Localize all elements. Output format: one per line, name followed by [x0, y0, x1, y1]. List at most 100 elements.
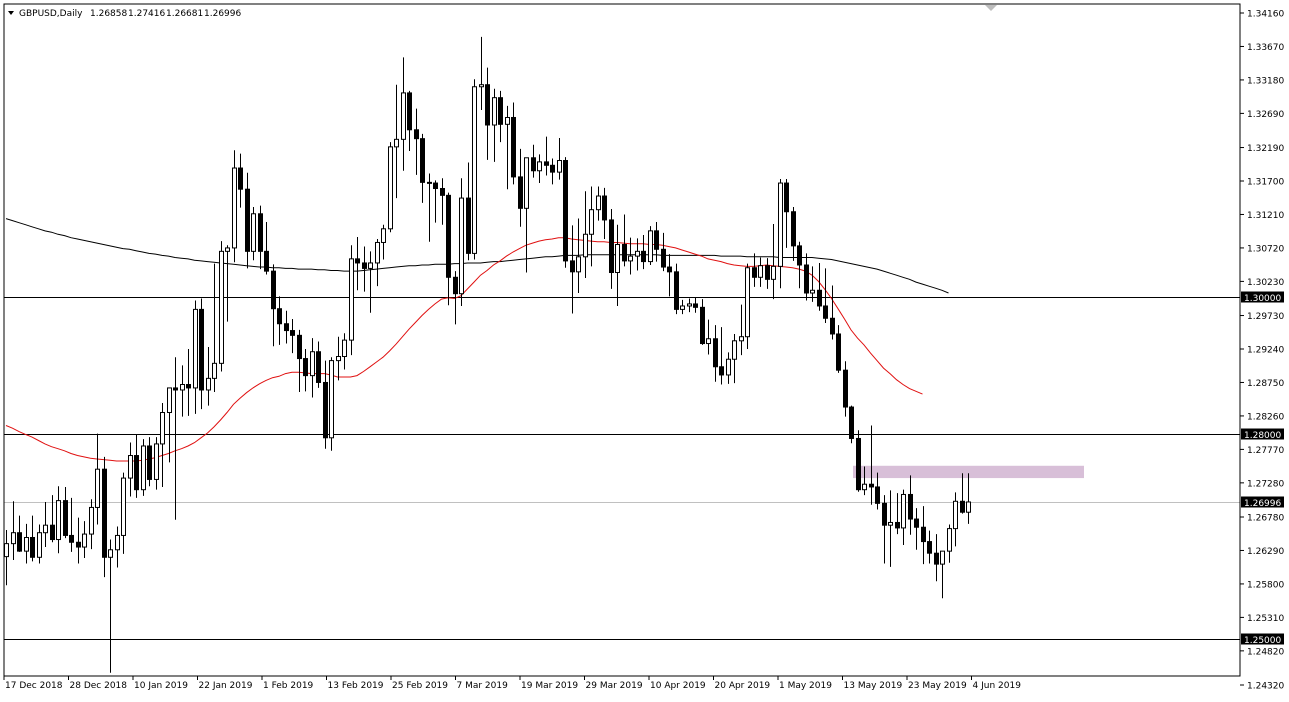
bullish-candle[interactable]: [43, 501, 48, 548]
bullish-candle[interactable]: [459, 178, 464, 306]
bullish-candle[interactable]: [615, 224, 620, 306]
bullish-candle[interactable]: [82, 521, 87, 558]
bearish-candle[interactable]: [602, 187, 607, 240]
bearish-candle[interactable]: [700, 299, 705, 345]
bullish-candle[interactable]: [947, 524, 952, 563]
bearish-candle[interactable]: [433, 180, 438, 223]
bearish-candle[interactable]: [518, 148, 523, 227]
bearish-candle[interactable]: [550, 158, 555, 185]
bearish-candle[interactable]: [765, 258, 770, 289]
bullish-candle[interactable]: [687, 298, 692, 313]
bullish-candle[interactable]: [349, 245, 354, 356]
bullish-candle[interactable]: [56, 486, 61, 554]
bullish-candle[interactable]: [37, 524, 42, 564]
bearish-candle[interactable]: [804, 253, 809, 301]
bullish-candle[interactable]: [219, 241, 224, 372]
bearish-candle[interactable]: [284, 310, 289, 344]
bearish-candle[interactable]: [316, 341, 321, 388]
bullish-candle[interactable]: [336, 336, 341, 381]
bullish-candle[interactable]: [557, 137, 562, 180]
bullish-candle[interactable]: [966, 473, 971, 524]
bearish-candle[interactable]: [420, 133, 425, 203]
triangle-down-icon[interactable]: [8, 11, 14, 15]
bearish-candle[interactable]: [921, 506, 926, 565]
bullish-candle[interactable]: [810, 266, 815, 302]
bullish-candle[interactable]: [108, 539, 113, 673]
bullish-candle[interactable]: [732, 333, 737, 384]
bullish-candle[interactable]: [472, 79, 477, 260]
bullish-candle[interactable]: [401, 57, 406, 171]
bullish-candle[interactable]: [524, 157, 529, 273]
bearish-candle[interactable]: [661, 232, 666, 272]
bullish-candle[interactable]: [680, 299, 685, 315]
bearish-candle[interactable]: [836, 325, 841, 373]
bearish-candle[interactable]: [908, 475, 913, 535]
bearish-candle[interactable]: [264, 221, 269, 275]
bullish-candle[interactable]: [628, 237, 633, 275]
bearish-candle[interactable]: [869, 425, 874, 505]
bearish-candle[interactable]: [297, 329, 302, 393]
bullish-candle[interactable]: [596, 186, 601, 221]
bullish-candle[interactable]: [375, 239, 380, 287]
bearish-candle[interactable]: [303, 349, 308, 392]
bearish-candle[interactable]: [446, 192, 451, 306]
bullish-candle[interactable]: [160, 402, 165, 487]
shift-marker-icon[interactable]: [985, 5, 997, 11]
bearish-candle[interactable]: [466, 162, 471, 261]
bullish-candle[interactable]: [479, 36, 484, 110]
bullish-candle[interactable]: [95, 433, 100, 525]
bullish-candle[interactable]: [648, 226, 653, 265]
bullish-candle[interactable]: [901, 489, 906, 545]
bearish-candle[interactable]: [511, 102, 516, 185]
bearish-candle[interactable]: [849, 405, 854, 444]
bullish-candle[interactable]: [583, 191, 588, 278]
bearish-candle[interactable]: [173, 357, 178, 520]
bearish-candle[interactable]: [570, 225, 575, 314]
bearish-candle[interactable]: [238, 153, 243, 208]
bullish-candle[interactable]: [180, 365, 185, 417]
bearish-candle[interactable]: [199, 298, 204, 410]
bearish-candle[interactable]: [882, 495, 887, 564]
bullish-candle[interactable]: [154, 437, 159, 490]
bearish-candle[interactable]: [960, 473, 965, 514]
bearish-candle[interactable]: [102, 456, 107, 578]
bearish-candle[interactable]: [50, 495, 55, 543]
bearish-candle[interactable]: [914, 508, 919, 550]
bearish-candle[interactable]: [927, 530, 932, 564]
bullish-candle[interactable]: [89, 499, 94, 550]
bullish-candle[interactable]: [537, 154, 542, 184]
bearish-candle[interactable]: [817, 262, 822, 311]
bearish-candle[interactable]: [271, 264, 276, 347]
bullish-candle[interactable]: [394, 84, 399, 199]
bullish-candle[interactable]: [193, 300, 198, 414]
bearish-candle[interactable]: [674, 263, 679, 315]
bullish-candle[interactable]: [771, 224, 776, 300]
bullish-candle[interactable]: [251, 206, 256, 261]
bullish-candle[interactable]: [778, 178, 783, 289]
bearish-candle[interactable]: [609, 209, 614, 289]
bearish-candle[interactable]: [622, 214, 627, 267]
bullish-candle[interactable]: [706, 319, 711, 355]
bullish-candle[interactable]: [225, 245, 230, 322]
bearish-candle[interactable]: [17, 515, 22, 552]
bearish-candle[interactable]: [414, 108, 419, 175]
bearish-candle[interactable]: [290, 318, 295, 354]
bullish-candle[interactable]: [342, 333, 347, 370]
bullish-candle[interactable]: [388, 142, 393, 233]
bullish-candle[interactable]: [576, 218, 581, 293]
bullish-candle[interactable]: [310, 338, 315, 398]
bearish-candle[interactable]: [258, 205, 263, 270]
bearish-candle[interactable]: [453, 271, 458, 325]
bearish-candle[interactable]: [784, 178, 789, 248]
bearish-candle[interactable]: [875, 472, 880, 510]
bearish-candle[interactable]: [856, 430, 861, 492]
bearish-candle[interactable]: [895, 493, 900, 535]
bearish-candle[interactable]: [485, 67, 490, 160]
bullish-candle[interactable]: [232, 150, 237, 263]
bearish-candle[interactable]: [531, 144, 536, 178]
bearish-candle[interactable]: [667, 254, 672, 297]
bearish-candle[interactable]: [752, 253, 757, 287]
bearish-candle[interactable]: [797, 241, 802, 289]
bullish-candle[interactable]: [381, 224, 386, 260]
